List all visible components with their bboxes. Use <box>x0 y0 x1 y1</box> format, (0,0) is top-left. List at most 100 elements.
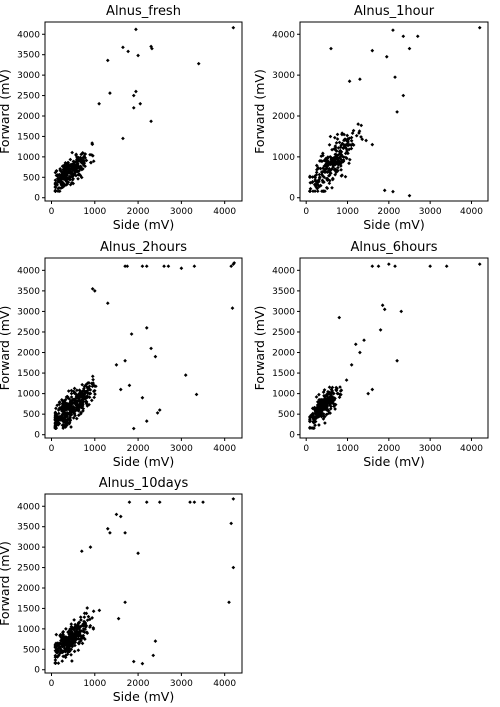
data-point <box>121 136 125 141</box>
data-point <box>76 176 80 181</box>
data-point <box>350 131 355 135</box>
data-point <box>81 155 85 160</box>
data-point <box>66 638 71 643</box>
y-tick-label: 500 <box>23 173 40 183</box>
data-point <box>341 155 346 159</box>
data-point <box>358 77 362 82</box>
data-point <box>75 631 80 636</box>
data-point <box>97 608 102 613</box>
data-point <box>316 182 320 187</box>
data-point <box>82 384 87 389</box>
y-tick-label: 3000 <box>17 307 40 317</box>
x-tick-label: 0 <box>303 207 309 217</box>
data-point <box>329 391 333 395</box>
data-point <box>327 385 332 390</box>
x-tick-label: 0 <box>49 444 55 454</box>
data-point <box>64 407 68 412</box>
data-point <box>312 417 316 421</box>
data-point <box>338 164 343 168</box>
data-point <box>78 615 83 620</box>
data-point <box>358 350 362 355</box>
y-tick-label: 500 <box>278 410 295 420</box>
data-point <box>89 160 93 165</box>
data-point <box>83 152 87 156</box>
data-point <box>330 397 334 402</box>
data-point <box>227 600 231 605</box>
x-tick-label: 1000 <box>336 444 359 454</box>
data-point <box>162 264 166 269</box>
data-point <box>66 389 71 393</box>
data-point <box>65 395 70 400</box>
data-point <box>308 180 313 185</box>
y-tick-label: 1000 <box>272 390 295 400</box>
x-tick-label: 2000 <box>377 207 400 217</box>
data-point <box>69 652 73 657</box>
data-point <box>477 25 482 30</box>
data-point <box>325 177 330 182</box>
data-point <box>326 163 330 168</box>
y-tick-label: 1500 <box>17 604 40 614</box>
data-point <box>334 170 339 174</box>
panel-title: Alnus_2hours <box>100 240 187 255</box>
data-point <box>179 266 184 271</box>
data-points <box>308 25 482 198</box>
data-point <box>54 426 59 430</box>
data-point <box>123 264 127 269</box>
data-point <box>322 170 327 174</box>
data-point <box>73 413 77 418</box>
data-point <box>66 629 71 634</box>
data-point <box>81 167 85 171</box>
x-tick-label: 0 <box>49 207 55 217</box>
data-point <box>55 176 60 181</box>
data-point <box>123 600 127 605</box>
data-point <box>84 624 88 629</box>
data-point <box>140 395 145 400</box>
data-point <box>319 159 323 163</box>
data-point <box>80 641 85 646</box>
data-point <box>330 185 334 190</box>
data-point <box>114 512 119 517</box>
data-point <box>72 618 76 622</box>
x-tick-label: 4000 <box>213 679 236 689</box>
scatter-panel-4: Alnus_6hours Side (mV) Forward (mV) 0 1000 20… <box>252 240 489 469</box>
data-point <box>91 377 95 382</box>
x-axis-label: Side (mV) <box>113 217 175 232</box>
data-point <box>376 264 381 269</box>
data-point <box>313 423 317 428</box>
data-point <box>315 189 320 194</box>
data-point <box>68 404 73 409</box>
y-tick-label: 0 <box>289 194 295 204</box>
data-point <box>84 390 88 395</box>
data-point <box>380 303 385 308</box>
x-tick-label: 4000 <box>213 444 236 454</box>
panel-title: Alnus_fresh <box>106 4 181 19</box>
data-point <box>340 141 345 146</box>
panel-title: Alnus_10days <box>99 476 189 491</box>
y-tick-label: 2000 <box>272 112 295 122</box>
data-point <box>370 142 375 147</box>
data-point <box>73 624 78 628</box>
data-point <box>324 159 328 163</box>
data-point <box>144 500 149 505</box>
data-point <box>332 159 337 163</box>
data-point <box>149 119 153 124</box>
data-point <box>382 307 387 312</box>
y-tick-label: 4000 <box>17 30 40 40</box>
data-point <box>64 627 68 631</box>
data-point <box>118 514 123 519</box>
data-point <box>335 157 340 162</box>
data-point <box>105 58 110 63</box>
data-point <box>131 659 136 664</box>
plot-frame <box>299 21 489 202</box>
data-point <box>359 135 363 139</box>
data-point <box>92 289 97 293</box>
x-axis-label: Side (mV) <box>113 689 175 704</box>
y-tick-label: 0 <box>289 431 295 441</box>
data-point <box>183 373 188 377</box>
y-axis-label: Forward (mV) <box>0 306 12 391</box>
data-point <box>334 149 339 153</box>
data-point <box>317 176 322 180</box>
y-tick-label: 0 <box>34 431 40 441</box>
data-point <box>395 110 399 114</box>
data-point <box>123 530 127 535</box>
